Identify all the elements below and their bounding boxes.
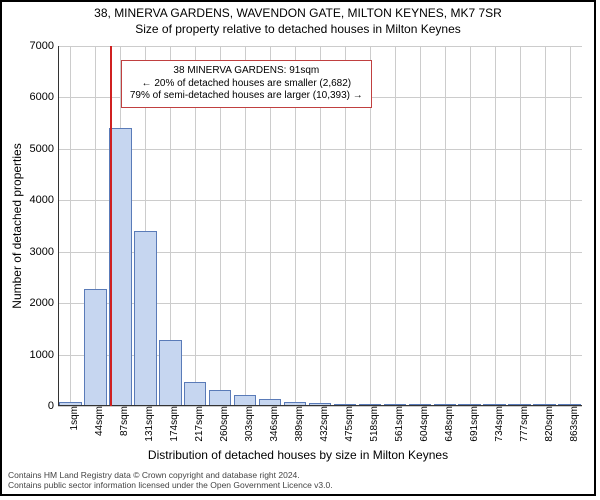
annotation-line: ← 20% of detached houses are smaller (2,… [130,78,363,91]
histogram-bar [84,289,106,406]
y-tick-label: 0 [48,400,58,412]
x-tick-label: 648sqm [440,406,455,442]
y-axis [58,46,59,406]
footer-line2: Contains public sector information licen… [8,480,333,490]
histogram-bar [159,340,181,406]
x-tick-label: 389sqm [290,406,305,442]
x-tick-label: 432sqm [315,406,330,442]
chart-title-line2: Size of property relative to detached ho… [2,22,594,36]
x-tick-label: 174sqm [165,406,180,442]
histogram-bar [109,128,131,406]
x-tick-label: 604sqm [415,406,430,442]
x-tick-label: 863sqm [565,406,580,442]
property-marker-line [110,46,112,406]
y-tick-label: 4000 [30,194,58,206]
gridline-v [520,46,521,406]
x-axis [58,405,582,406]
x-tick-label: 691sqm [465,406,480,442]
gridline-v [420,46,421,406]
y-tick-label: 7000 [30,40,58,52]
chart-container: 38, MINERVA GARDENS, WAVENDON GATE, MILT… [0,0,596,496]
y-tick-label: 6000 [30,91,58,103]
x-tick-label: 475sqm [340,406,355,442]
x-axis-label: Distribution of detached houses by size … [2,448,594,462]
x-tick-label: 1sqm [65,406,80,430]
annotation-line: 79% of semi-detached houses are larger (… [130,90,363,103]
y-tick-label: 2000 [30,297,58,309]
histogram-bar [209,390,231,406]
x-tick-label: 87sqm [115,406,130,436]
x-tick-label: 303sqm [240,406,255,442]
x-tick-label: 346sqm [265,406,280,442]
y-tick-label: 3000 [30,246,58,258]
chart-title-line1: 38, MINERVA GARDENS, WAVENDON GATE, MILT… [2,6,594,20]
annotation-line: 38 MINERVA GARDENS: 91sqm [130,65,363,78]
histogram-bar [184,382,206,406]
gridline-v [495,46,496,406]
gridline-v [570,46,571,406]
gridline-v [445,46,446,406]
footer-attribution: Contains HM Land Registry data © Crown c… [8,470,333,490]
gridline-v [395,46,396,406]
x-tick-label: 777sqm [515,406,530,442]
gridline-v [470,46,471,406]
x-tick-label: 44sqm [90,406,105,436]
plot-area: 010002000300040005000600070001sqm44sqm87… [58,46,582,406]
x-tick-label: 217sqm [190,406,205,442]
y-tick-label: 1000 [30,349,58,361]
footer-line1: Contains HM Land Registry data © Crown c… [8,470,333,480]
x-tick-label: 820sqm [540,406,555,442]
gridline-v [545,46,546,406]
x-tick-label: 518sqm [365,406,380,442]
histogram-bar [134,231,156,406]
gridline-v [70,46,71,406]
x-tick-label: 131sqm [140,406,155,442]
y-axis-label: Number of detached properties [10,143,24,308]
annotation-box: 38 MINERVA GARDENS: 91sqm← 20% of detach… [121,60,372,108]
x-tick-label: 260sqm [215,406,230,442]
y-tick-label: 5000 [30,143,58,155]
x-tick-label: 561sqm [390,406,405,442]
x-tick-label: 734sqm [490,406,505,442]
